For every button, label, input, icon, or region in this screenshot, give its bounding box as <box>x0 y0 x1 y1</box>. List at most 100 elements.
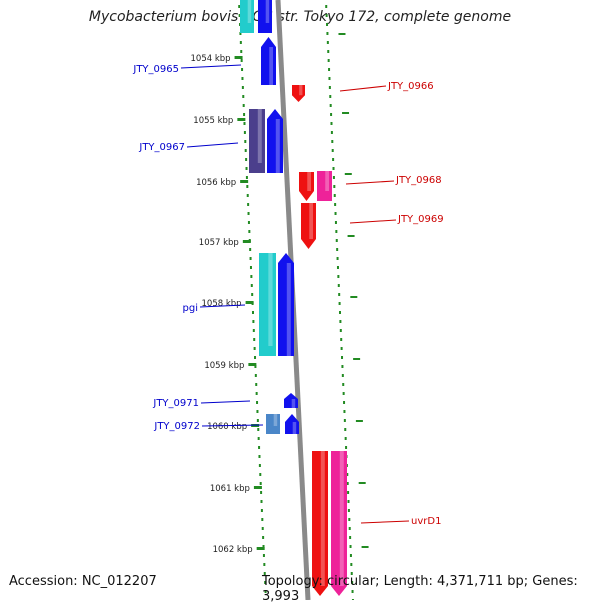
gene-block-top-blue-shade <box>265 0 270 23</box>
gene-block-pgi-shade <box>268 253 273 346</box>
gene-block-jty-0968-shade <box>307 172 311 191</box>
track-dot <box>343 410 346 413</box>
scale-tick <box>234 56 243 59</box>
track-dot <box>348 527 351 530</box>
label-leader-line <box>360 520 410 524</box>
gene-block-jty-0967-shade <box>275 119 280 173</box>
gene-block-steel-0972-shade <box>273 414 278 426</box>
track-dot <box>339 320 342 323</box>
track-dot <box>335 239 338 242</box>
track-dot <box>349 536 352 539</box>
track-dot <box>251 293 254 296</box>
gene-label-uvrd1: uvrD1 <box>411 516 441 527</box>
gene-block-navy <box>249 109 265 173</box>
track-dot <box>259 482 262 485</box>
track-dot <box>349 554 352 557</box>
track-dot <box>334 212 337 215</box>
track-dot <box>256 410 259 413</box>
track-dot <box>262 554 265 557</box>
track-dot <box>332 167 335 170</box>
gene-block-top-cyan-shade <box>247 0 252 23</box>
track-dot <box>326 23 329 26</box>
track-dot <box>339 329 342 332</box>
scale-tick-label: 1060 kbp <box>207 422 247 432</box>
gene-labels: JTY_0965 JTY_0966 JTY_0967 JTY_0968 JTY_0969… <box>132 64 443 527</box>
track-dot <box>250 284 253 287</box>
label-leader-line <box>199 304 246 308</box>
track-dot <box>258 464 261 467</box>
gene-block-pink-0968 <box>317 171 332 201</box>
scale-tick-label: 1059 kbp <box>204 361 244 371</box>
track-dot <box>242 104 245 107</box>
gene-features <box>240 0 347 596</box>
track-dot <box>330 122 333 125</box>
gene-block-jty-0965 <box>261 37 276 85</box>
dotted-track-left <box>238 5 267 600</box>
scale-tick <box>245 301 254 304</box>
track-dot <box>251 311 254 314</box>
track-dot <box>347 491 350 494</box>
gene-block-top-cyan <box>240 0 254 33</box>
track-dot <box>249 257 252 260</box>
gene-block-pink-uvrd1-shade <box>339 451 344 586</box>
track-dot <box>338 293 341 296</box>
track-dot <box>241 77 244 80</box>
track-tick <box>350 296 358 298</box>
track-tick <box>344 173 352 175</box>
track-dot <box>257 437 260 440</box>
track-dot <box>337 275 340 278</box>
track-dot <box>257 428 260 431</box>
track-dot <box>340 347 343 350</box>
track-dot <box>338 302 341 305</box>
label-leader-line <box>201 424 264 427</box>
gene-label-jty-0965: JTY_0965 <box>132 64 179 75</box>
scale-tick-label: 1054 kbp <box>191 54 231 64</box>
track-dot <box>329 104 332 107</box>
track-dot <box>241 86 244 89</box>
scale-tick <box>256 547 265 550</box>
track-dot <box>341 374 344 377</box>
track-dot <box>258 455 261 458</box>
track-dot <box>243 131 246 134</box>
track-dot <box>349 545 352 548</box>
track-dot <box>333 185 336 188</box>
track-dot <box>334 221 337 224</box>
map-title: Mycobacterium bovis BCG str. Tokyo 172, … <box>88 9 512 25</box>
track-dot <box>263 572 266 575</box>
track-dot <box>264 590 267 593</box>
scale-tick <box>237 118 246 121</box>
track-dot <box>344 428 347 431</box>
track-dot <box>329 95 332 98</box>
gene-block-jty-0966 <box>292 85 305 102</box>
track-dot <box>248 230 251 233</box>
track-dot <box>341 365 344 368</box>
track-dot <box>253 338 256 341</box>
gene-block-blue-pgi-shade <box>286 263 291 356</box>
gene-block-jty-0966-shade <box>299 85 303 96</box>
scale-tick-label: 1055 kbp <box>193 116 233 126</box>
track-dot <box>245 167 248 170</box>
gene-label-jty-0968: JTY_0968 <box>395 175 442 186</box>
gene-label-jty-0966: JTY_0966 <box>387 81 434 92</box>
gene-block-top-blue <box>258 0 272 33</box>
track-dot <box>338 311 341 314</box>
track-dot <box>238 5 241 8</box>
track-dot <box>340 338 343 341</box>
track-dot <box>259 473 262 476</box>
gene-block-jty-0967 <box>267 109 283 173</box>
track-dot <box>263 563 266 566</box>
track-dot <box>250 275 253 278</box>
track-dot <box>262 545 265 548</box>
track-dot <box>326 41 329 44</box>
track-dot <box>244 140 247 143</box>
track-dot <box>261 518 264 521</box>
gene-block-uvrd1 <box>312 451 328 596</box>
gene-label-jty-0971: JTY_0971 <box>152 398 199 409</box>
track-dot <box>342 392 345 395</box>
scale-tick-label: 1056 kbp <box>196 178 236 188</box>
track-dot <box>249 248 252 251</box>
track-dot <box>247 212 250 215</box>
track-dot <box>333 194 336 197</box>
track-dot <box>342 383 345 386</box>
